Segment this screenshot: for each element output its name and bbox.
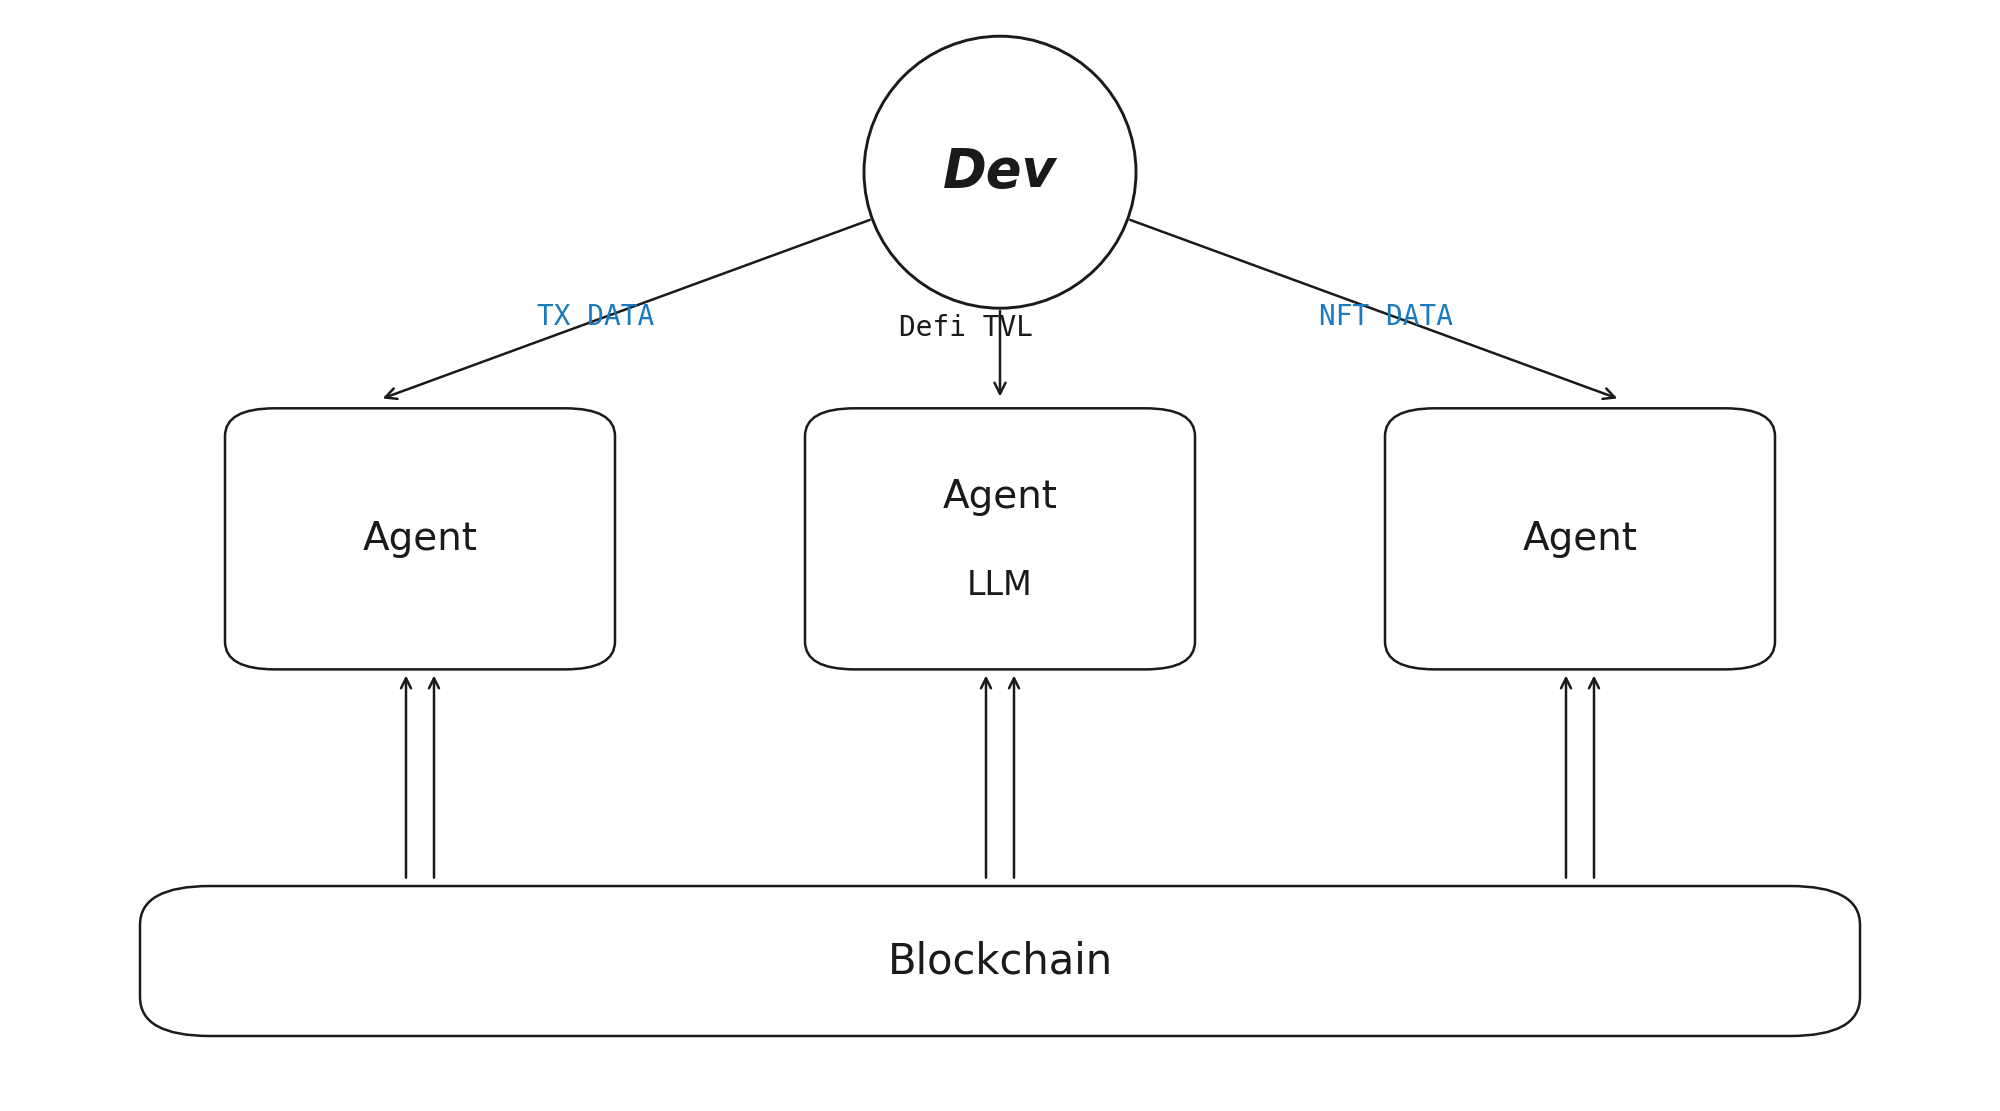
Text: Dev: Dev <box>944 147 1056 198</box>
Text: LLM: LLM <box>968 569 1032 602</box>
Ellipse shape <box>864 37 1136 308</box>
Text: Agent: Agent <box>362 520 478 558</box>
Text: Agent: Agent <box>942 478 1058 516</box>
Text: Defi TVL: Defi TVL <box>900 313 1032 342</box>
Text: NFT DATA: NFT DATA <box>1320 302 1452 331</box>
Text: Blockchain: Blockchain <box>888 940 1112 982</box>
Text: TX DATA: TX DATA <box>538 302 654 331</box>
FancyBboxPatch shape <box>140 887 1860 1035</box>
FancyBboxPatch shape <box>224 408 616 669</box>
FancyBboxPatch shape <box>804 408 1194 669</box>
Text: Agent: Agent <box>1522 520 1638 558</box>
FancyBboxPatch shape <box>1384 408 1776 669</box>
